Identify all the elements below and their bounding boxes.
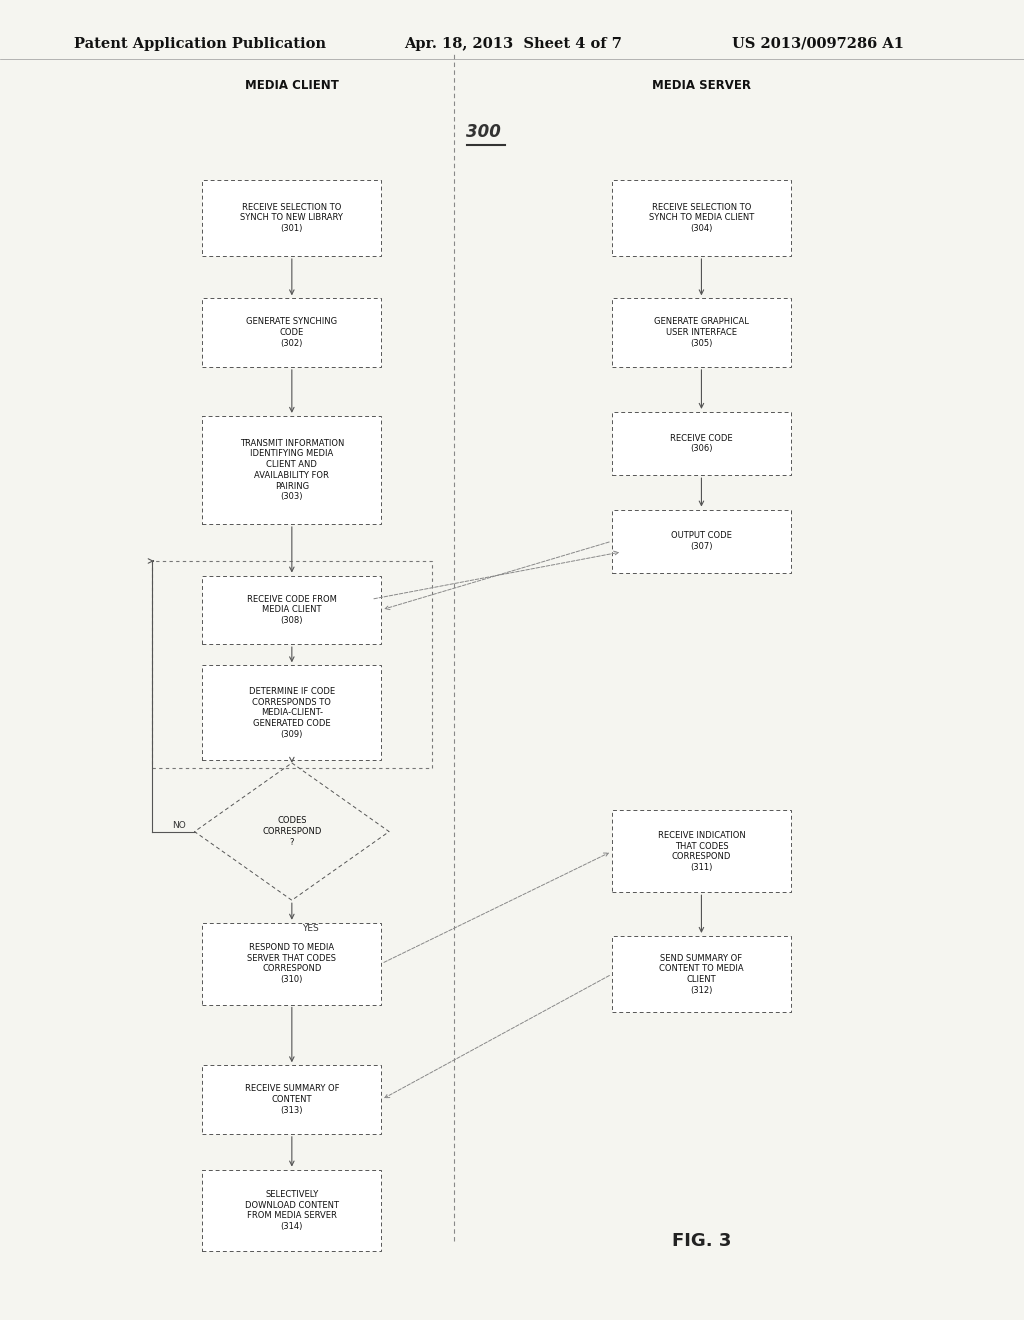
Bar: [202, 665, 381, 760]
Text: MEDIA CLIENT: MEDIA CLIENT: [245, 79, 339, 92]
Text: NO: NO: [173, 821, 186, 829]
Bar: [202, 923, 381, 1005]
Text: YES: YES: [302, 924, 318, 933]
Text: US 2013/0097286 A1: US 2013/0097286 A1: [732, 37, 904, 51]
Bar: [202, 1065, 381, 1134]
Bar: [612, 510, 791, 573]
Text: CODES
CORRESPOND
?: CODES CORRESPOND ?: [262, 816, 322, 847]
Bar: [202, 298, 381, 367]
Text: 300: 300: [466, 123, 501, 141]
Text: GENERATE GRAPHICAL
USER INTERFACE
(305): GENERATE GRAPHICAL USER INTERFACE (305): [654, 317, 749, 348]
Bar: [612, 412, 791, 475]
Text: FIG. 3: FIG. 3: [672, 1232, 731, 1250]
Text: RECEIVE CODE FROM
MEDIA CLIENT
(308): RECEIVE CODE FROM MEDIA CLIENT (308): [247, 594, 337, 626]
Text: OUTPUT CODE
(307): OUTPUT CODE (307): [671, 532, 732, 550]
Bar: [202, 1170, 381, 1251]
Text: RESPOND TO MEDIA
SERVER THAT CODES
CORRESPOND
(310): RESPOND TO MEDIA SERVER THAT CODES CORRE…: [248, 942, 336, 985]
Text: DETERMINE IF CODE
CORRESPONDS TO
MEDIA-CLIENT-
GENERATED CODE
(309): DETERMINE IF CODE CORRESPONDS TO MEDIA-C…: [249, 686, 335, 739]
Text: RECEIVE SUMMARY OF
CONTENT
(313): RECEIVE SUMMARY OF CONTENT (313): [245, 1084, 339, 1115]
Bar: [612, 298, 791, 367]
Text: GENERATE SYNCHING
CODE
(302): GENERATE SYNCHING CODE (302): [247, 317, 337, 348]
Text: RECEIVE CODE
(306): RECEIVE CODE (306): [670, 434, 733, 453]
Text: RECEIVE SELECTION TO
SYNCH TO NEW LIBRARY
(301): RECEIVE SELECTION TO SYNCH TO NEW LIBRAR…: [241, 202, 343, 234]
Bar: [612, 180, 791, 256]
Text: Apr. 18, 2013  Sheet 4 of 7: Apr. 18, 2013 Sheet 4 of 7: [404, 37, 623, 51]
Text: SEND SUMMARY OF
CONTENT TO MEDIA
CLIENT
(312): SEND SUMMARY OF CONTENT TO MEDIA CLIENT …: [659, 953, 743, 995]
Bar: [612, 810, 791, 892]
Bar: [612, 936, 791, 1012]
Text: RECEIVE SELECTION TO
SYNCH TO MEDIA CLIENT
(304): RECEIVE SELECTION TO SYNCH TO MEDIA CLIE…: [649, 202, 754, 234]
Text: TRANSMIT INFORMATION
IDENTIFYING MEDIA
CLIENT AND
AVAILABILITY FOR
PAIRING
(303): TRANSMIT INFORMATION IDENTIFYING MEDIA C…: [240, 438, 344, 502]
Bar: [152, 561, 432, 768]
Text: RECEIVE INDICATION
THAT CODES
CORRESPOND
(311): RECEIVE INDICATION THAT CODES CORRESPOND…: [657, 830, 745, 873]
Bar: [202, 180, 381, 256]
Text: Patent Application Publication: Patent Application Publication: [74, 37, 326, 51]
Bar: [202, 576, 381, 644]
Text: SELECTIVELY
DOWNLOAD CONTENT
FROM MEDIA SERVER
(314): SELECTIVELY DOWNLOAD CONTENT FROM MEDIA …: [245, 1189, 339, 1232]
Bar: [202, 416, 381, 524]
Text: MEDIA SERVER: MEDIA SERVER: [652, 79, 751, 92]
